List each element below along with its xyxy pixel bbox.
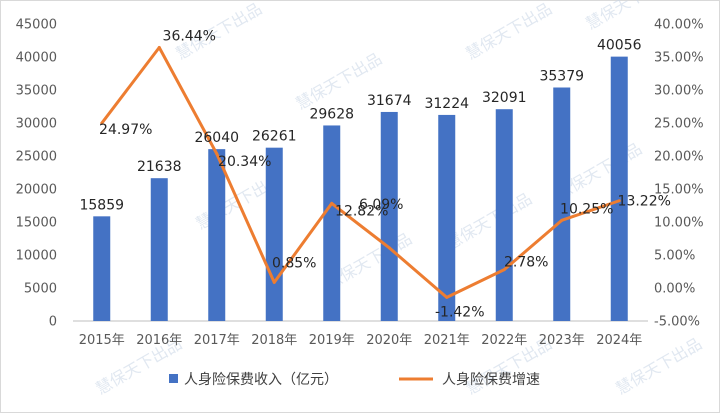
bar — [553, 87, 571, 321]
bar — [265, 147, 283, 321]
line-value-label: -1.42% — [435, 304, 485, 320]
bar-value-label: 21638 — [137, 159, 182, 175]
left-tick-label: 30000 — [16, 117, 57, 132]
x-tick-label: 2024年 — [596, 333, 642, 348]
left-tick-label: 20000 — [16, 183, 57, 198]
bar-data-labels: 15859 21638 26040 26261 29628 31674 31224 32091… — [79, 38, 641, 214]
line-value-label: 12.82% — [335, 203, 388, 219]
line-data-labels: 24.97% 36.44% 20.34% 0.85% 12.82%6.09% -1.42%… — [99, 28, 671, 320]
bar-value-label: 31224 — [424, 96, 469, 112]
bar — [323, 125, 341, 321]
line-value-label: 0.85% — [272, 255, 316, 271]
line-value-label: 10.25% — [560, 201, 613, 217]
right-tick-label: 30.00% — [654, 84, 704, 99]
x-tick-label: 2019年 — [309, 333, 355, 348]
line-point — [387, 246, 391, 250]
line-point — [215, 152, 219, 156]
bar-value-label: 35379 — [539, 68, 584, 84]
line-value-label: 24.97% — [99, 122, 152, 138]
right-tick-label: 10.00% — [654, 216, 704, 231]
bar-value-label: 40056 — [597, 38, 642, 54]
right-tick-label: 20.00% — [654, 150, 704, 165]
left-tick-label: 40000 — [16, 51, 57, 66]
bar — [610, 56, 628, 321]
left-tick-label: 25000 — [16, 150, 57, 165]
bar — [438, 114, 456, 321]
legend-line-label: 人身险保费增速 — [442, 372, 540, 388]
line-point — [272, 280, 276, 284]
bar — [208, 149, 226, 321]
x-axis: 2015年 2016年 2017年 2018年 2019年 2020年 2021年 2022年… — [79, 333, 643, 348]
bar — [380, 111, 398, 321]
left-tick-label: 0 — [49, 315, 57, 330]
bar-value-label: 32091 — [482, 90, 527, 106]
x-tick-label: 2023年 — [539, 333, 585, 348]
x-tick-label: 2017年 — [194, 333, 240, 348]
bar-value-label: 26261 — [252, 129, 297, 145]
right-tick-label: 40.00% — [654, 18, 704, 33]
legend-bar-swatch — [169, 374, 178, 383]
line-value-label: 20.34% — [218, 154, 271, 170]
line-value-label: 2.78% — [504, 255, 548, 271]
x-tick-label: 2015年 — [79, 333, 125, 348]
right-tick-label: 35.00% — [654, 51, 704, 66]
left-tick-label: 35000 — [16, 84, 57, 99]
bar-value-label: 31674 — [367, 93, 412, 109]
line-point — [445, 295, 449, 299]
right-tick-label: 0.00% — [654, 282, 695, 297]
line-point — [502, 268, 506, 272]
right-axis: -5.00% 0.00% 5.00% 10.00% 15.00% 20.00% 25.00%… — [654, 18, 704, 330]
x-tick-label: 2018年 — [251, 333, 297, 348]
right-tick-label: 25.00% — [654, 117, 704, 132]
x-tick-label: 2021年 — [424, 333, 470, 348]
left-axis: 0 5000 10000 15000 20000 25000 30000 35000 40000… — [16, 18, 57, 330]
x-tick-label: 2022年 — [481, 333, 527, 348]
left-tick-label: 5000 — [24, 282, 57, 297]
line-point — [560, 218, 564, 222]
bar-value-label: 15859 — [79, 197, 124, 213]
bar-value-label: 26040 — [194, 130, 239, 146]
left-tick-label: 45000 — [16, 18, 57, 33]
right-tick-label: 15.00% — [654, 183, 704, 198]
bar — [150, 178, 168, 321]
x-tick-label: 2020年 — [366, 333, 412, 348]
x-tick-label: 2016年 — [136, 333, 182, 348]
bar-value-label: 29628 — [309, 106, 354, 122]
line-value-label: 36.44% — [163, 28, 216, 44]
right-tick-label: 5.00% — [654, 249, 695, 264]
bar — [495, 109, 513, 321]
bar — [93, 216, 111, 321]
left-tick-label: 10000 — [16, 249, 57, 264]
line-series — [100, 45, 621, 299]
legend-bar-label: 人身险保费收入（亿元） — [184, 372, 338, 388]
line-value-label: 6.09% — [359, 197, 403, 213]
right-tick-label: -5.00% — [654, 315, 700, 330]
line-point — [330, 201, 334, 205]
line-point — [100, 121, 104, 125]
legend: 人身险保费收入（亿元） 人身险保费增速 — [169, 372, 540, 388]
line-point — [157, 45, 161, 49]
growth-line — [100, 45, 620, 299]
left-tick-label: 15000 — [16, 216, 57, 231]
line-point — [617, 199, 621, 203]
line-value-label: 13.22% — [618, 194, 671, 210]
